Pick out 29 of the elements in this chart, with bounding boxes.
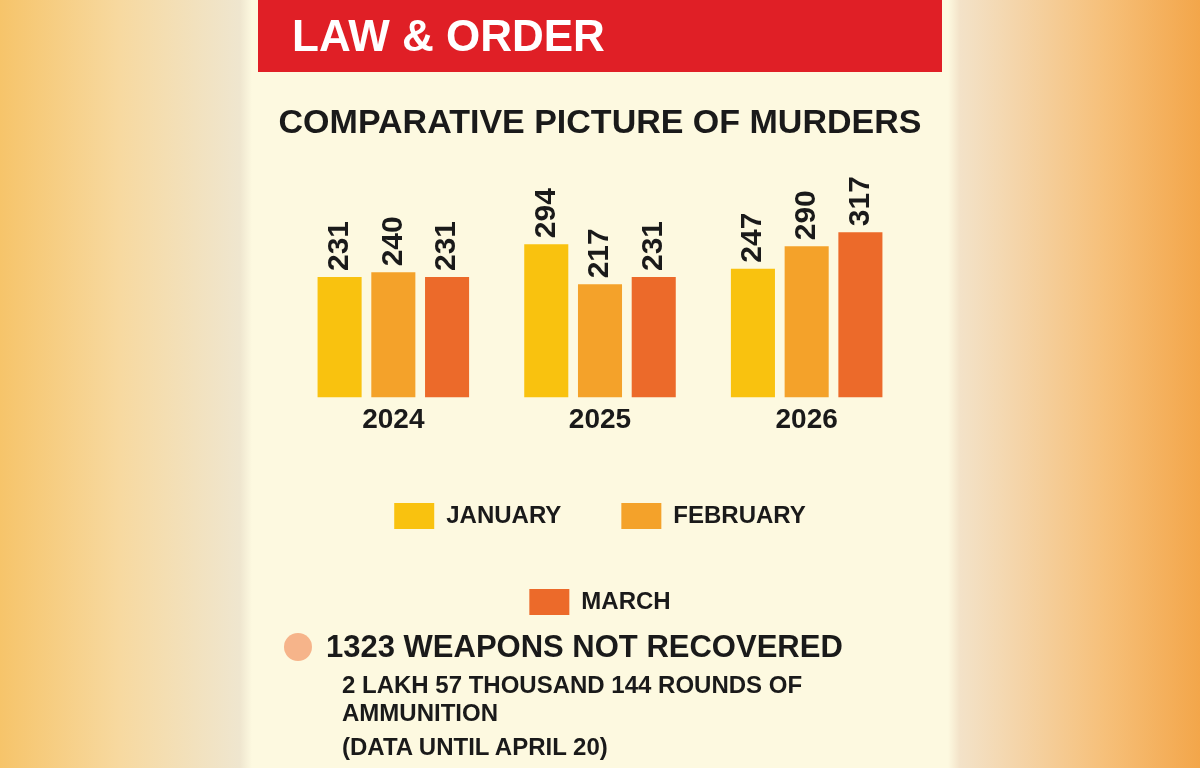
- bar: [730, 268, 775, 398]
- data-label: 240: [374, 216, 408, 267]
- x-tick-label: 2025: [568, 402, 632, 434]
- bar: [425, 277, 470, 398]
- bar: [317, 277, 362, 398]
- chart-title: COMPARATIVE PICTURE OF MURDERS: [277, 102, 923, 141]
- text: 2 LAKH 57 THOUSAND 144 ROUNDS OF AMMUNITION: [341, 671, 804, 727]
- legend-label: FEBRUARY: [673, 500, 806, 528]
- bar: [631, 277, 676, 398]
- bar: [784, 246, 829, 398]
- data-label: 247: [734, 212, 768, 263]
- data-label: 231: [635, 220, 668, 272]
- x-tick-label: 2026: [775, 402, 838, 434]
- text: (DATA UNTIL APRIL 20): [341, 733, 609, 761]
- data-label: 217: [581, 228, 615, 279]
- bar: [838, 232, 883, 398]
- data-label: 317: [841, 176, 875, 227]
- data-label: 294: [527, 187, 561, 239]
- bar: [577, 284, 623, 398]
- text: LAW & ORDER: [258, 0, 942, 72]
- text: 1323 WEAPONS NOT RECOVERED: [326, 629, 843, 665]
- bar: [371, 272, 416, 398]
- legend-label: MARCH: [581, 586, 671, 614]
- data-label: 231: [428, 220, 462, 272]
- legend-label: JANUARY: [446, 500, 562, 528]
- bar: [524, 244, 569, 398]
- data-label: 231: [320, 220, 354, 272]
- data-label: 290: [787, 190, 821, 241]
- x-tick-label: 2024: [362, 402, 425, 434]
